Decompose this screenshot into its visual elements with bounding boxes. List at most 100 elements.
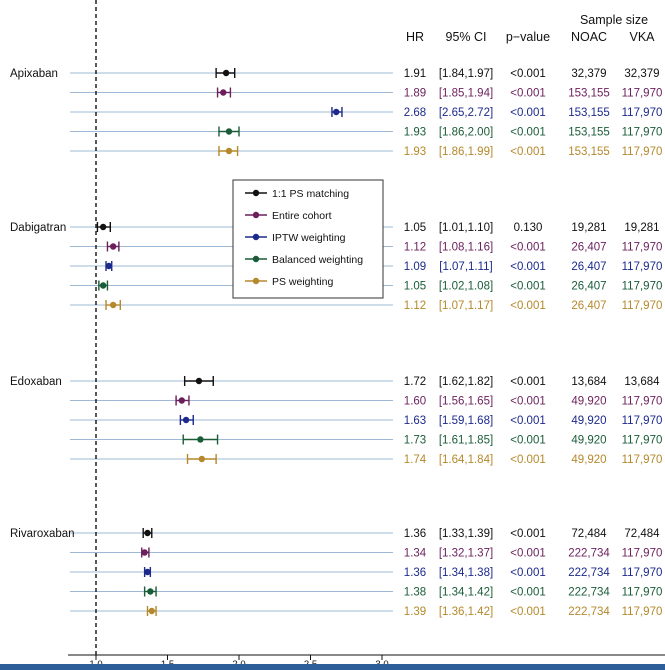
p-value: <0.001 (510, 127, 546, 139)
hr-value: 1.60 (404, 396, 426, 408)
ci-value: [1.59,1.68] (439, 415, 493, 427)
hr-value: 1.36 (404, 567, 426, 579)
vka-count: 117,970 (622, 435, 663, 447)
p-value: <0.001 (510, 376, 546, 388)
hr-value: 1.38 (404, 587, 426, 599)
ci-value: [2.65,2.72] (439, 107, 493, 119)
hr-point (105, 262, 113, 270)
noac-count: 49,920 (571, 415, 606, 427)
vka-count: 117,970 (622, 127, 663, 139)
hr-point (147, 588, 154, 595)
hr-point (144, 529, 151, 537)
vka-count: 117,970 (622, 300, 663, 312)
p-value: <0.001 (510, 587, 546, 599)
hr-value: 1.74 (404, 454, 427, 466)
p-value: <0.001 (510, 261, 546, 273)
noac-count: 72,484 (571, 528, 607, 540)
noac-count: 222,734 (568, 606, 610, 618)
hr-value: 1.12 (404, 300, 426, 312)
ci-value: [1.62,1.82] (439, 376, 493, 388)
vka-count: 117,970 (622, 88, 663, 100)
header-noac: NOAC (571, 30, 607, 44)
drug-label: Edoxaban (10, 376, 62, 388)
hr-point (225, 128, 233, 135)
vka-count: 117,970 (622, 567, 663, 579)
hr-point (99, 223, 107, 231)
vka-count: 117,970 (622, 242, 663, 254)
vka-count: 117,970 (622, 396, 663, 408)
hr-value: 1.73 (404, 435, 426, 447)
hr-value: 1.72 (404, 376, 426, 388)
p-value: <0.001 (510, 68, 546, 80)
ci-value: [1.01,1.10] (439, 222, 493, 234)
p-value: <0.001 (510, 454, 546, 466)
vka-count: 117,970 (622, 587, 663, 599)
vka-count: 13,684 (624, 376, 660, 388)
p-value: <0.001 (510, 548, 546, 560)
noac-count: 49,920 (571, 396, 606, 408)
legend-label: 1:1 PS matching (272, 188, 349, 200)
vka-count: 32,379 (624, 68, 659, 80)
p-value: <0.001 (510, 567, 546, 579)
ci-value: [1.64,1.84] (439, 454, 493, 466)
drug-label: Rivaroxaban (10, 528, 75, 540)
hr-point (178, 397, 185, 404)
hr-value: 1.05 (404, 281, 426, 293)
hr-point (220, 89, 227, 96)
hr-value: 1.05 (404, 222, 426, 234)
ci-value: [1.86,1.99] (439, 146, 493, 158)
noac-count: 153,155 (568, 146, 610, 158)
bottom-scrollbar (0, 664, 665, 670)
hr-value: 1.93 (404, 127, 426, 139)
ci-value: [1.85,1.94] (439, 88, 493, 100)
ci-value: [1.07,1.11] (439, 261, 493, 273)
noac-count: 222,734 (568, 567, 610, 579)
legend-marker (252, 189, 260, 197)
legend: 1:1 PS matching Entire cohort IPTW weighti… (232, 179, 384, 299)
p-value: <0.001 (510, 107, 546, 119)
hr-value: 1.89 (404, 88, 426, 100)
ci-value: [1.84,1.97] (439, 68, 493, 80)
header-hr: HR (406, 30, 424, 44)
ci-value: [1.34,1.38] (439, 567, 493, 579)
legend-marker (252, 255, 260, 263)
noac-count: 26,407 (571, 242, 606, 254)
p-value: <0.001 (510, 300, 546, 312)
drug-label: Dabigatran (10, 222, 66, 234)
p-value: <0.001 (510, 242, 546, 254)
vka-count: 117,970 (622, 261, 663, 273)
hr-value: 1.63 (404, 415, 426, 427)
noac-count: 26,407 (571, 261, 606, 273)
hr-value: 2.68 (404, 107, 426, 119)
ci-value: [1.56,1.65] (439, 396, 493, 408)
p-value: <0.001 (510, 606, 546, 618)
hr-value: 1.93 (404, 146, 426, 158)
legend-label: PS weighting (272, 276, 333, 288)
noac-count: 26,407 (571, 281, 606, 293)
legend-marker (252, 277, 260, 285)
header-ci: 95% CI (446, 30, 487, 44)
hr-point (182, 416, 190, 424)
legend-label: Entire cohort (272, 210, 332, 222)
hr-value: 1.36 (404, 528, 426, 540)
ci-value: [1.36,1.42] (439, 606, 493, 618)
p-value: <0.001 (510, 281, 546, 293)
noac-count: 153,155 (568, 127, 610, 139)
hr-value: 1.39 (404, 606, 426, 618)
vka-count: 117,970 (622, 281, 663, 293)
ci-value: [1.02,1.08] (439, 281, 493, 293)
vka-count: 19,281 (624, 222, 659, 234)
noac-count: 222,734 (568, 548, 610, 560)
ci-value: [1.61,1.85] (439, 435, 493, 447)
hr-value: 1.09 (404, 261, 426, 273)
ci-value: [1.07,1.17] (439, 300, 493, 312)
ci-value: [1.32,1.37] (439, 548, 493, 560)
vka-count: 117,970 (622, 606, 663, 618)
noac-count: 49,920 (571, 454, 606, 466)
hr-point (195, 377, 203, 385)
noac-count: 32,379 (571, 68, 606, 80)
noac-count: 19,281 (571, 222, 606, 234)
hr-point (198, 455, 206, 463)
p-value: <0.001 (510, 88, 546, 100)
